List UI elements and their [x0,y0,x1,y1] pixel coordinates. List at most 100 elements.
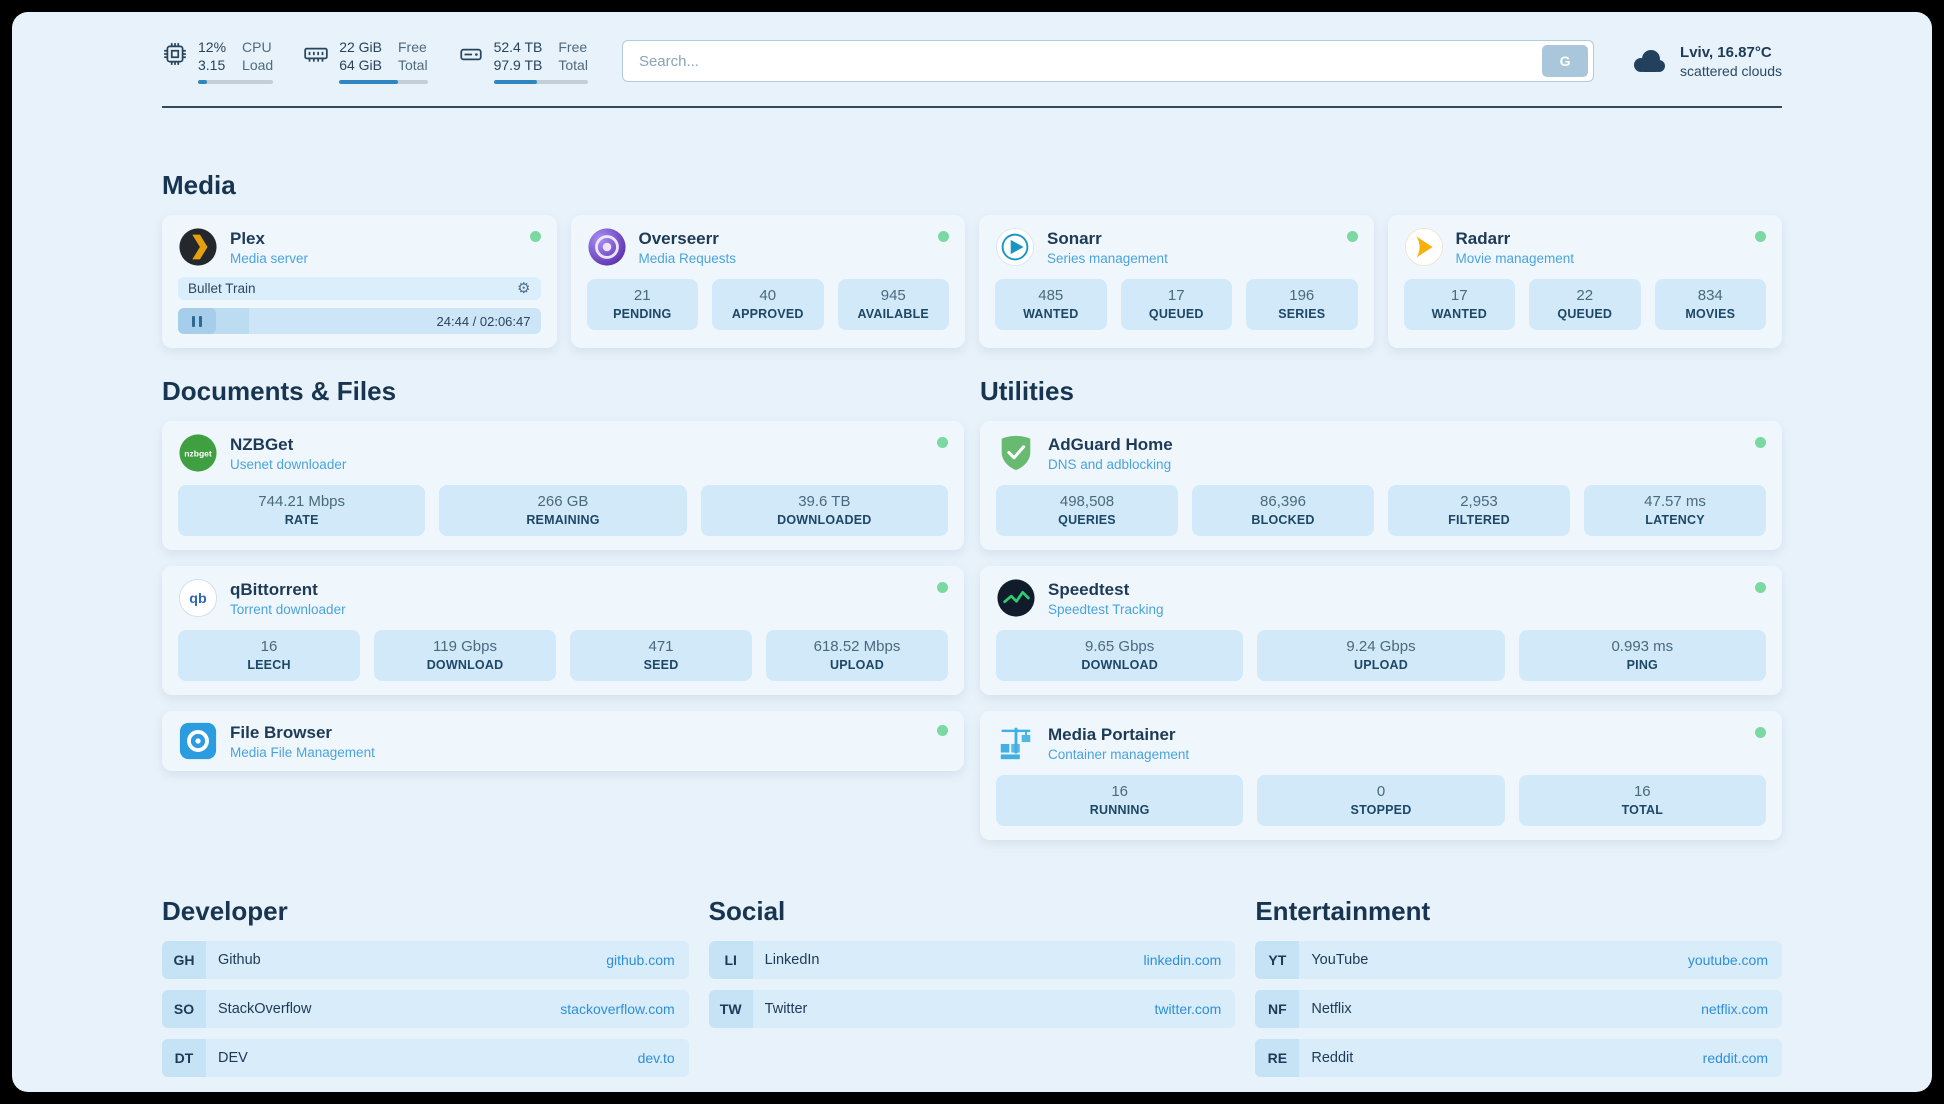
bookmark-url: dev.to [637,1050,675,1067]
bookmark-url: github.com [606,952,675,969]
documents-section-title: Documents & Files [162,376,397,407]
stat-box: 834 MOVIES [1654,279,1766,331]
section-developer: Developer GH Github github.com SO StackO… [162,896,689,1088]
section-social: Social LI LinkedIn linkedin.com TW Twitt… [708,896,1236,1088]
stat-box: 22 QUEUED [1529,279,1641,331]
adguard-icon [996,433,1036,473]
bookmark-name: YouTube [1311,952,1369,969]
status-dot [938,231,949,243]
bookmark-name: DEV [218,1050,248,1067]
disk-stat: 52.4 TB 97.9 TB Free Total [458,38,588,85]
qbittorrent-icon: qb [178,578,218,618]
app-name: File Browser [230,722,333,742]
nzbget-card[interactable]: nzbget NZBGet Usenet downloader 744.21 M… [162,421,964,551]
bookmark-github[interactable]: GH Github github.com [162,941,689,980]
speedtest-card[interactable]: Speedtest Speedtest Tracking 9.65 Gbps D… [980,566,1782,696]
disk-free-value: 52.4 TB [493,39,543,55]
stat-value: 9.24 Gbps [1346,638,1416,656]
stat-value: 945 [880,287,906,305]
bookmark-stackoverflow[interactable]: SO StackOverflow stackoverflow.com [162,990,689,1029]
ram-usage-bar [339,80,428,85]
disk-icon [458,41,484,67]
weather-widget: Lviv, 16.87°C scattered clouds [1628,44,1782,79]
stat-value: 16 [260,638,278,656]
status-dot [1346,231,1358,243]
stat-value: 40 [759,287,777,305]
stat-box: 17 WANTED [1403,279,1515,331]
stat-label: APPROVED [731,307,804,322]
dashboard-page: 12% 3.15 CPU Load [12,12,1932,1092]
stat-value: 9.65 Gbps [1085,638,1155,656]
status-dot [1755,231,1766,243]
section-entertainment: Entertainment YT YouTube youtube.com NF … [1255,896,1783,1088]
bookmark-url: netflix.com [1701,1001,1769,1018]
bookmark-name: StackOverflow [218,1001,312,1018]
stat-value: 485 [1038,287,1064,305]
app-subtitle: Movie management [1455,250,1575,266]
bookmark-netflix[interactable]: NF Netflix netflix.com [1255,990,1783,1029]
settings-gear-icon[interactable]: ⚙ [517,280,531,298]
utilities-section-title: Utilities [980,376,1074,407]
adguard-card[interactable]: AdGuard Home DNS and adblocking 498,508 … [980,421,1782,551]
overseerr-icon [587,227,627,267]
search-input[interactable] [638,52,1543,70]
bookmark-url: youtube.com [1687,952,1769,969]
stat-value: 16 [1633,783,1651,801]
entertainment-section-title: Entertainment [1255,896,1431,927]
stat-box: 17 QUEUED [1120,279,1232,331]
bookmark-name: Github [218,952,261,969]
bookmark-url: reddit.com [1702,1050,1769,1067]
app-name: Speedtest [1048,579,1130,599]
stat-value: 471 [648,638,674,656]
section-utilities: Utilities AdGuard Home DNS and adblockin… [980,376,1782,856]
stat-value: 17 [1450,287,1468,305]
plex-card[interactable]: Plex Media server Bullet Train ⚙ 24:44 /… [162,215,557,349]
developer-section-title: Developer [162,896,288,927]
stat-label: WANTED [1431,307,1487,322]
disk-total-value: 97.9 TB [493,57,543,74]
ram-free-value: 22 GiB [339,39,382,55]
stat-label: UPLOAD [830,658,884,673]
media-section-title: Media [162,170,236,201]
stat-box: 196 SERIES [1246,279,1358,331]
bookmark-dev[interactable]: DT DEV dev.to [162,1039,689,1078]
portainer-card[interactable]: Media Portainer Container management 16 … [980,711,1782,841]
qbittorrent-card[interactable]: qb qBittorrent Torrent downloader 16 LEE… [162,566,964,696]
overseerr-card[interactable]: Overseerr Media Requests 21 PENDING 40 A… [570,215,965,349]
app-name: qBittorrent [230,579,318,599]
ram-label-top: Free [398,39,427,55]
bookmark-name: Netflix [1311,1001,1352,1018]
bookmark-linkedin[interactable]: LI LinkedIn linkedin.com [708,941,1236,980]
section-media: Media Plex Media server Bullet Train [162,170,1782,349]
bookmark-name: Reddit [1311,1050,1354,1067]
bookmark-twitter[interactable]: TW Twitter twitter.com [708,990,1236,1029]
stat-value: 21 [633,287,651,305]
stat-label: RUNNING [1089,803,1150,818]
filebrowser-card[interactable]: File Browser Media File Management [162,711,964,772]
stat-value: 2,953 [1460,493,1498,511]
app-subtitle: Media Requests [638,250,737,266]
radarr-card[interactable]: Radarr Movie management 17 WANTED 22 QUE… [1387,215,1782,349]
sonarr-card[interactable]: Sonarr Series management 485 WANTED 17 Q… [979,215,1374,349]
search-engine-button[interactable]: G [1542,45,1589,78]
bookmark-name: Twitter [764,1001,808,1018]
app-subtitle: Torrent downloader [230,601,346,617]
stat-box: 40 APPROVED [712,279,824,331]
stat-box: 266 GB REMAINING [439,485,687,537]
sonarr-icon [995,227,1035,267]
ram-stat: 22 GiB 64 GiB Free Total [303,38,428,85]
weather-location-temp: Lviv, 16.87°C [1680,43,1772,61]
playback-progress-bar[interactable]: 24:44 / 02:06:47 [178,308,541,335]
bookmark-reddit[interactable]: RE Reddit reddit.com [1255,1039,1783,1078]
stat-box: 9.65 Gbps DOWNLOAD [996,630,1244,682]
search-bar[interactable]: G [621,40,1595,83]
pause-button[interactable] [178,308,216,335]
bookmark-abbr-icon: DT [162,1039,206,1078]
stat-value: 16 [1111,783,1128,801]
stat-value: 119 Gbps [433,638,497,656]
stat-box: 119 Gbps DOWNLOAD [374,630,556,682]
app-name: AdGuard Home [1048,434,1173,454]
stat-label: AVAILABLE [857,307,929,322]
stat-value: 22 [1576,287,1594,305]
bookmark-youtube[interactable]: YT YouTube youtube.com [1255,941,1783,980]
